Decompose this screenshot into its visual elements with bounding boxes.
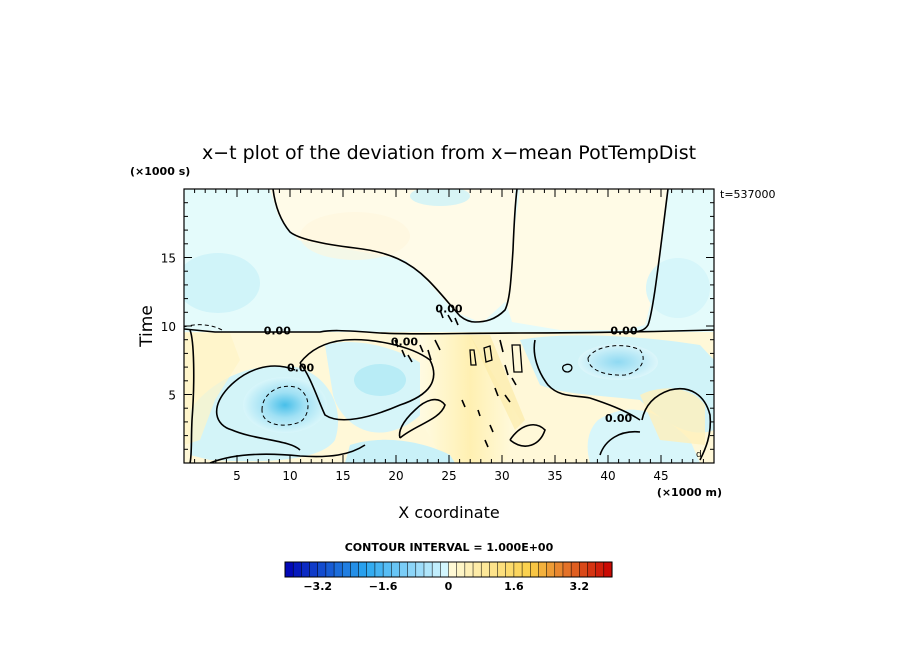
colorbar-swatch bbox=[448, 561, 458, 578]
colorbar-swatch bbox=[579, 561, 589, 578]
colorbar-swatch bbox=[464, 561, 474, 578]
contour-label: 0.00 bbox=[264, 324, 291, 337]
time-stamp: t=537000 bbox=[720, 188, 776, 201]
x-tick-label: 5 bbox=[233, 469, 241, 483]
colorbar-swatch bbox=[521, 561, 531, 578]
colorbar-swatch bbox=[292, 561, 302, 578]
chart-title: x−t plot of the deviation from x−mean Po… bbox=[202, 142, 696, 164]
y-axis-label: Time bbox=[137, 305, 157, 348]
colorbar-swatch bbox=[407, 561, 417, 578]
x-tick-label: 10 bbox=[282, 469, 297, 483]
colorbar-swatch bbox=[440, 561, 450, 578]
contour-interval-text: CONTOUR INTERVAL = 1.000E+00 bbox=[345, 541, 554, 554]
colorbar-swatch bbox=[456, 561, 466, 578]
colorbar-tick-label: 0 bbox=[445, 580, 453, 593]
colorbar-swatch bbox=[382, 561, 392, 578]
colorbar: −3.2 −1.6 0 1.6 3.2 bbox=[284, 561, 613, 593]
x-tick-label: 45 bbox=[653, 469, 668, 483]
x-tick-label: 25 bbox=[441, 469, 456, 483]
x-tick-label: 30 bbox=[494, 469, 509, 483]
colorbar-swatch bbox=[530, 561, 539, 578]
contour-label: 0.00 bbox=[391, 335, 418, 348]
y-tick-label: 15 bbox=[161, 252, 176, 266]
y-tick-label: 10 bbox=[161, 320, 176, 334]
colorbar-swatch bbox=[595, 561, 605, 578]
colorbar-swatch bbox=[431, 561, 441, 578]
x-tick-label: 15 bbox=[335, 469, 350, 483]
x-axis-label: X coordinate bbox=[398, 503, 499, 522]
x-tick-label: 40 bbox=[600, 469, 615, 483]
colorbar-swatch bbox=[546, 561, 556, 578]
colorbar-swatch bbox=[309, 561, 319, 578]
colorbar-tick-label: −1.6 bbox=[369, 580, 398, 593]
colorbar-swatch bbox=[423, 561, 433, 578]
colorbar-swatch bbox=[505, 561, 515, 578]
colorbar-swatch bbox=[538, 561, 548, 578]
colorbar-swatch bbox=[587, 561, 597, 578]
x-tick-label: 20 bbox=[388, 469, 403, 483]
colorbar-swatch bbox=[358, 561, 368, 578]
contour-fragments bbox=[394, 309, 517, 448]
colorbar-swatch bbox=[497, 561, 507, 578]
colorbar-tick-label: 1.6 bbox=[504, 580, 524, 593]
contour-label: 0.00 bbox=[435, 303, 462, 316]
negative-contours bbox=[184, 324, 644, 426]
y-unit-label: (×1000 s) bbox=[130, 165, 190, 178]
colorbar-swatch bbox=[333, 561, 343, 578]
contour-lines bbox=[184, 189, 714, 463]
x-tick-label: 35 bbox=[547, 469, 562, 483]
colorbar-tick-label: −3.2 bbox=[303, 580, 332, 593]
colorbar-swatch bbox=[366, 561, 376, 578]
contour-label: 0.00 bbox=[605, 412, 632, 425]
colorbar-swatch bbox=[341, 561, 351, 578]
contour-label: 0.00 bbox=[610, 324, 637, 337]
colorbar-swatch bbox=[603, 561, 613, 578]
colorbar-swatch bbox=[399, 561, 409, 578]
colorbar-swatch bbox=[554, 561, 564, 578]
colorbar-swatch bbox=[284, 561, 294, 578]
colorbar-swatch bbox=[480, 561, 490, 578]
colorbar-swatch bbox=[374, 561, 384, 578]
colorbar-swatch bbox=[391, 561, 400, 578]
y-tick-label: 5 bbox=[168, 389, 176, 403]
axes: 5 10 15 20 25 30 35 40 45 5 10 15 bbox=[161, 189, 714, 483]
colorbar-frame bbox=[284, 561, 613, 578]
colorbar-swatch bbox=[513, 561, 523, 578]
colorbar-swatch bbox=[415, 561, 425, 578]
colorbar-tick-label: 3.2 bbox=[570, 580, 590, 593]
field-shading bbox=[184, 189, 714, 463]
colorbar-swatch bbox=[325, 561, 335, 578]
colorbar-swatch bbox=[570, 561, 580, 578]
contour-label: 0.00 bbox=[287, 361, 314, 374]
colorbar-swatch bbox=[562, 561, 572, 578]
x-unit-label: (×1000 m) bbox=[657, 486, 722, 499]
contour-labels: 0.00 0.00 0.00 0.00 0.00 0.00 bbox=[264, 303, 638, 426]
colorbar-swatch bbox=[472, 561, 482, 578]
colorbar-swatch bbox=[301, 561, 311, 578]
corner-mark: d bbox=[696, 450, 702, 460]
colorbar-swatch bbox=[350, 561, 360, 578]
colorbar-swatch bbox=[317, 561, 327, 578]
colorbar-swatch bbox=[489, 561, 499, 578]
